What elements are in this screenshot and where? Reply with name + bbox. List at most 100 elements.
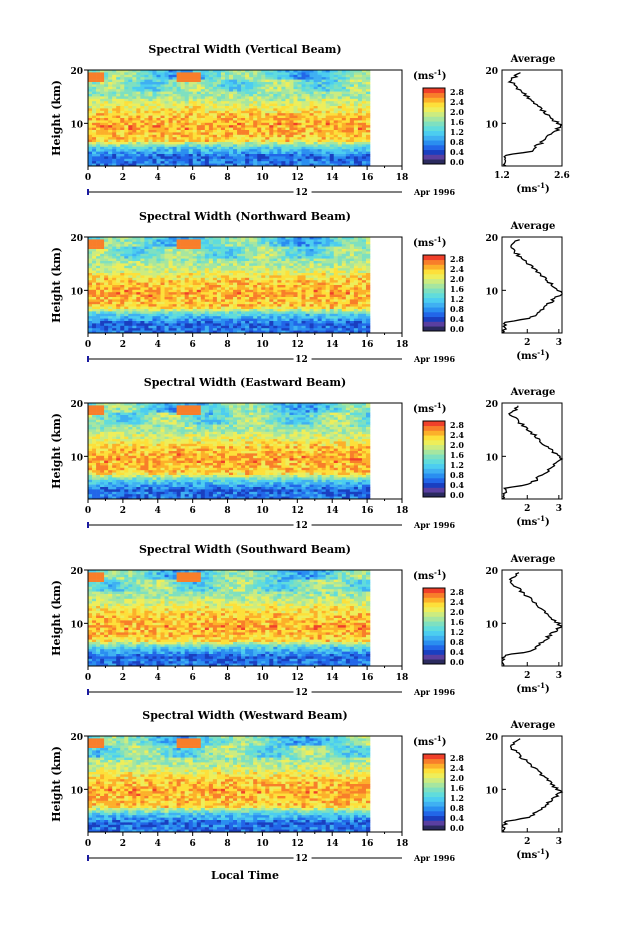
heatmap-cell — [144, 96, 148, 99]
heatmap-cell — [148, 239, 152, 242]
heatmap-cell — [362, 287, 366, 290]
heatmap-cell — [342, 152, 346, 155]
heatmap-cell — [156, 130, 160, 133]
heatmap-cell — [289, 80, 293, 83]
heatmap-cell — [229, 132, 233, 135]
heatmap-cell — [88, 104, 92, 107]
heatmap-cell — [229, 287, 233, 290]
heatmap-cell — [92, 89, 96, 92]
heatmap-cell — [173, 302, 177, 305]
heatmap-cell — [362, 285, 366, 288]
heatmap-cell — [297, 116, 301, 119]
heatmap-cell — [342, 161, 346, 164]
heatmap-cell — [221, 80, 225, 83]
heatmap-cell — [136, 263, 140, 266]
heatmap-cell — [116, 147, 120, 150]
heatmap-cell — [169, 120, 173, 123]
heatmap-cell — [225, 263, 229, 266]
heatmap-cell — [354, 159, 358, 162]
heatmap-cell — [108, 104, 112, 107]
heatmap-cell — [120, 280, 124, 283]
heatmap-cell — [161, 254, 165, 257]
heatmap-cell — [289, 287, 293, 290]
heatmap-cell — [261, 99, 265, 102]
heatmap-cell — [92, 113, 96, 116]
heatmap-cell — [338, 92, 342, 95]
heatmap-cell — [253, 271, 257, 274]
heatmap-cell — [334, 304, 338, 307]
heatmap-cell — [213, 285, 217, 288]
heatmap-cell — [96, 290, 100, 293]
heatmap-cell — [237, 159, 241, 162]
heatmap-cell — [116, 137, 120, 140]
heatmap-cell — [169, 280, 173, 283]
heatmap-cell — [338, 283, 342, 286]
heatmap-cell — [265, 261, 269, 264]
heatmap-cell — [245, 99, 249, 102]
heatmap-cell — [136, 142, 140, 145]
heatmap-cell — [148, 154, 152, 157]
heatmap-cell — [120, 242, 124, 245]
heatmap-cell — [241, 275, 245, 278]
heatmap-cell — [318, 118, 322, 121]
heatmap-cell — [165, 244, 169, 247]
heatmap-cell — [330, 140, 334, 143]
heatmap-cell — [189, 123, 193, 126]
heatmap-cell — [302, 75, 306, 78]
heatmap-cell — [225, 278, 229, 281]
heatmap-cell — [120, 287, 124, 290]
heatmap-cell — [108, 295, 112, 298]
heatmap-cell — [221, 104, 225, 107]
heatmap-cell — [120, 152, 124, 155]
heatmap-cell — [225, 111, 229, 114]
heatmap-cell — [148, 290, 152, 293]
heatmap-cell — [108, 84, 112, 87]
heatmap-cell — [237, 244, 241, 247]
heatmap-cell — [148, 295, 152, 298]
heatmap-cell — [326, 307, 330, 310]
heatmap-cell — [302, 278, 306, 281]
heatmap-cell — [342, 94, 346, 97]
heatmap-cell — [334, 290, 338, 293]
heatmap-cell — [140, 135, 144, 138]
heatmap-cell — [326, 104, 330, 107]
colorbar-segment — [423, 107, 445, 112]
heatmap-cell — [342, 130, 346, 133]
heatmap-cell — [221, 299, 225, 302]
heatmap-cell — [330, 275, 334, 278]
heatmap-cell — [310, 154, 314, 157]
colorbar-segment — [423, 131, 445, 136]
heatmap-cell — [310, 273, 314, 276]
heatmap-cell — [173, 72, 177, 75]
heatmap-cell — [354, 304, 358, 307]
heatmap-cell — [273, 273, 277, 276]
heatmap-cell — [318, 128, 322, 131]
heatmap-cell — [334, 99, 338, 102]
heatmap-cell — [144, 72, 148, 75]
heatmap-cell — [354, 142, 358, 145]
heatmap-cell — [116, 287, 120, 290]
heatmap-cell — [277, 159, 281, 162]
heatmap-cell — [217, 249, 221, 252]
heatmap-cell — [285, 128, 289, 131]
heatmap-cell — [148, 266, 152, 269]
heatmap-cell — [177, 147, 181, 150]
heatmap-cell — [148, 144, 152, 147]
heatmap-cell — [354, 244, 358, 247]
heatmap-cell — [108, 242, 112, 245]
heatmap-cell — [366, 113, 370, 116]
heatmap-cell — [293, 159, 297, 162]
heatmap-cell — [104, 120, 108, 123]
heatmap-cell — [269, 287, 273, 290]
heatmap-cell — [326, 75, 330, 78]
heatmap-cell — [116, 116, 120, 119]
heatmap-cell — [152, 128, 156, 131]
heatmap-cell — [281, 94, 285, 97]
heatmap-cell — [96, 244, 100, 247]
heatmap-cell — [338, 275, 342, 278]
heatmap-cell — [229, 144, 233, 147]
heatmap-cell — [209, 159, 213, 162]
heatmap-cell — [169, 104, 173, 107]
heatmap-cell — [189, 144, 193, 147]
heatmap-cell — [297, 299, 301, 302]
